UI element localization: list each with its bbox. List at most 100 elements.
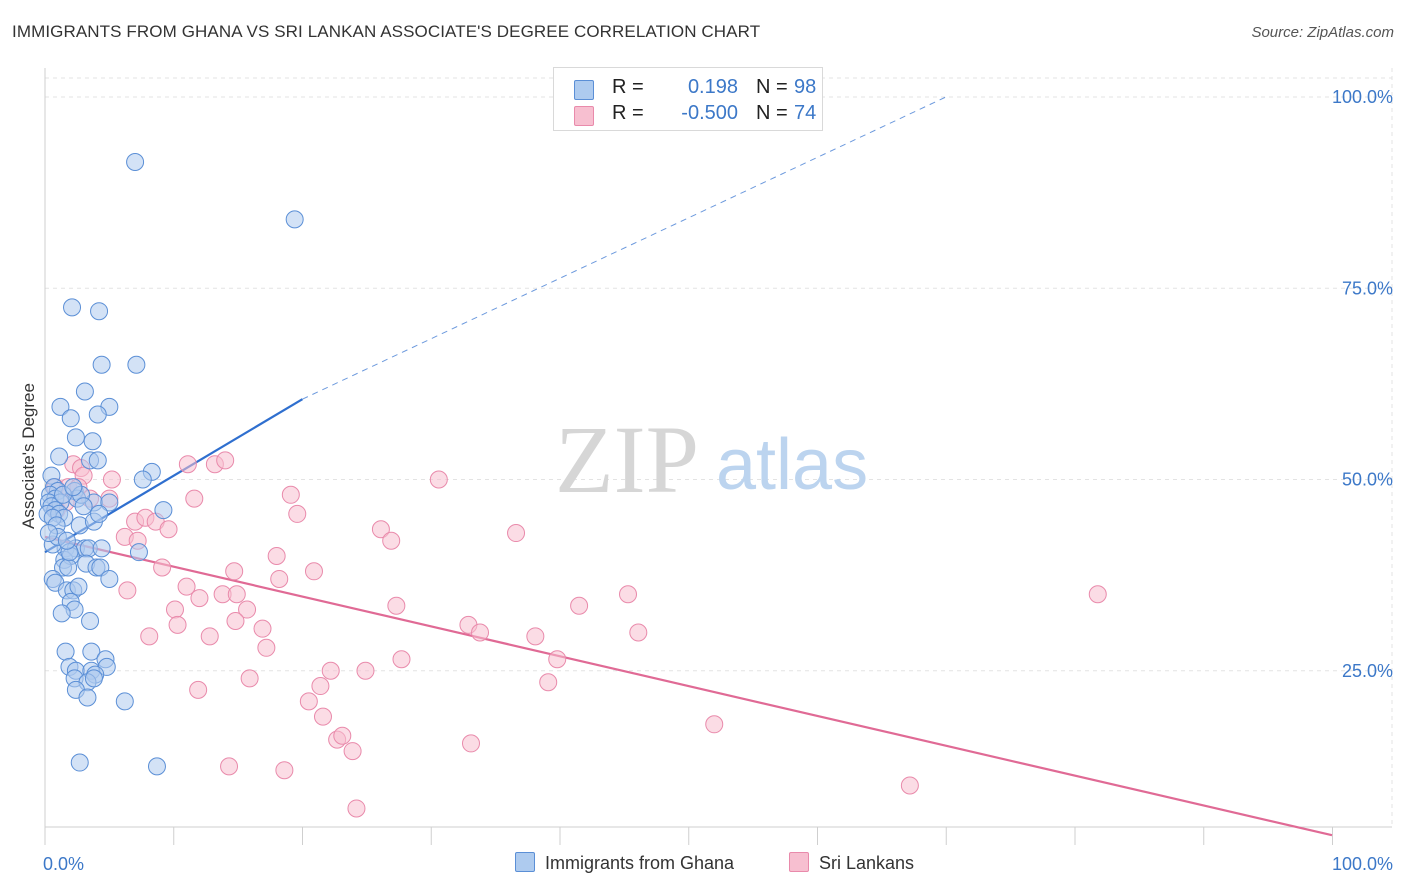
sri-lankans-point-38 [238, 600, 257, 619]
sri-lankans-point-39 [387, 596, 406, 615]
sri-lankans-point-41 [619, 585, 638, 604]
sri-lankans-point-42 [1088, 585, 1107, 604]
ghana-point-6 [75, 382, 94, 401]
ghana-point-87 [39, 524, 58, 543]
ghana-point-48 [59, 558, 78, 577]
legend-swatch-blue [574, 80, 594, 100]
sri-lankans-point-27 [153, 558, 172, 577]
x-tick-label-1: 100.0% [1332, 854, 1393, 874]
ghana-point-59 [81, 612, 100, 631]
ghana-point-61 [82, 642, 101, 661]
sri-lankans-point-45 [253, 619, 272, 638]
sri-lankans-point-37 [165, 600, 184, 619]
ghana-point-58 [52, 604, 71, 623]
ghana-point-1 [285, 210, 304, 229]
sri-lankans-point-56 [356, 661, 375, 680]
ghana-point-43 [129, 543, 148, 562]
sri-lankans-point-67 [343, 742, 362, 761]
sri-lankans-point-51 [200, 627, 219, 646]
y-tick-label-3: 100.0% [1332, 87, 1393, 107]
chart-title: IMMIGRANTS FROM GHANA VS SRI LANKAN ASSO… [12, 22, 761, 41]
axes [44, 68, 1392, 845]
ghana-point-10 [88, 405, 107, 424]
sri-lankans-point-44 [226, 612, 245, 631]
ghana-point-13 [50, 447, 69, 466]
sri-lankans-points [46, 451, 1107, 818]
sri-lankans-point-63 [705, 715, 724, 734]
sri-lankans-point-55 [321, 661, 340, 680]
ghana-point-12 [83, 432, 102, 451]
ghana-point-42 [92, 539, 111, 558]
ghana-point-7 [51, 397, 70, 416]
sri-lankans-point-43 [168, 615, 187, 634]
legend-r-label: R = [612, 102, 644, 124]
sri-lankans-point-69 [275, 761, 294, 780]
sri-lankans-point-71 [347, 799, 366, 818]
series-name-ghana: Immigrants from Ghana [545, 853, 735, 873]
sri-lankans-point-13 [216, 451, 235, 470]
ghana-point-31 [154, 501, 173, 520]
y-axis-label: Associate's Degree [19, 383, 38, 529]
legend-r-value: 0.198 [687, 76, 738, 98]
sri-lankans-point-18 [507, 524, 526, 543]
ghana-point-72 [78, 688, 97, 707]
sri-lankans-point-28 [225, 562, 244, 581]
legend-n-label: N = [756, 76, 788, 98]
sri-lankans-point-62 [313, 707, 332, 726]
correlation-legend: R = 0.198 N = 98 R = -0.500 N = 74 [553, 67, 823, 131]
legend-n-value: 74 [794, 102, 817, 124]
ghana-point-4 [92, 355, 111, 374]
sri-lankans-point-59 [539, 673, 558, 692]
sri-lankans-point-50 [140, 627, 159, 646]
y-tick-label-1: 50.0% [1342, 470, 1393, 490]
legend-n-label: N = [756, 102, 788, 124]
sri-lankans-point-61 [299, 692, 318, 711]
ghana-point-53 [100, 569, 119, 588]
series-swatch-blue [515, 852, 535, 872]
x-tick-label-0: 0.0% [43, 854, 84, 874]
sri-lankans-point-58 [240, 669, 259, 688]
sri-lankans-trend-line [44, 535, 1333, 837]
ghana-point-5 [127, 355, 146, 374]
sri-lankans-point-60 [189, 680, 208, 699]
sri-lankans-point-47 [471, 623, 490, 642]
sri-lankans-point-49 [629, 623, 648, 642]
sri-lankans-point-34 [190, 589, 209, 608]
sri-lankans-point-24 [159, 520, 178, 539]
watermark-zip: ZIP [555, 406, 699, 513]
y-tick-label-0: 25.0% [1342, 661, 1393, 681]
sri-lankans-point-54 [548, 650, 567, 669]
tick-labels: 25.0% 50.0% 75.0% 100.0% 0.0% 100.0% [43, 87, 1393, 874]
sri-lankans-point-33 [118, 581, 137, 600]
sri-lankans-point-48 [526, 627, 545, 646]
ghana-point-2 [63, 298, 82, 317]
sri-lankans-point-68 [220, 757, 239, 776]
legend-r-value: -0.500 [681, 102, 738, 124]
y-tick-label-2: 75.0% [1342, 278, 1393, 298]
legend-swatch-pink [574, 106, 594, 126]
ghana-point-29 [100, 493, 119, 512]
sri-lankans-point-53 [392, 650, 411, 669]
ghana-point-60 [56, 642, 75, 661]
sri-lankans-point-66 [461, 734, 480, 753]
ghana-point-84 [57, 531, 76, 550]
sri-lankans-point-30 [304, 562, 323, 581]
ghana-point-80 [74, 497, 93, 516]
ghana-point-70 [84, 669, 103, 688]
sri-lankans-point-17 [429, 470, 448, 489]
sri-lankans-point-19 [371, 520, 390, 539]
ghana-point-9 [61, 409, 80, 428]
watermark-atlas: atlas [716, 425, 868, 505]
sri-lankans-point-31 [270, 569, 289, 588]
sri-lankans-point-32 [177, 577, 196, 596]
sri-lankans-point-7 [102, 470, 121, 489]
sri-lankans-point-14 [185, 489, 204, 508]
sri-lankans-point-52 [257, 638, 276, 657]
series-legend-sri-lankans: Sri Lankans [789, 852, 914, 876]
ghana-point-75 [147, 757, 166, 776]
legend-r-label: R = [612, 76, 644, 98]
sri-lankans-point-20 [382, 531, 401, 550]
series-swatch-pink [789, 852, 809, 872]
series-legend-ghana: Immigrants from Ghana [515, 852, 734, 876]
